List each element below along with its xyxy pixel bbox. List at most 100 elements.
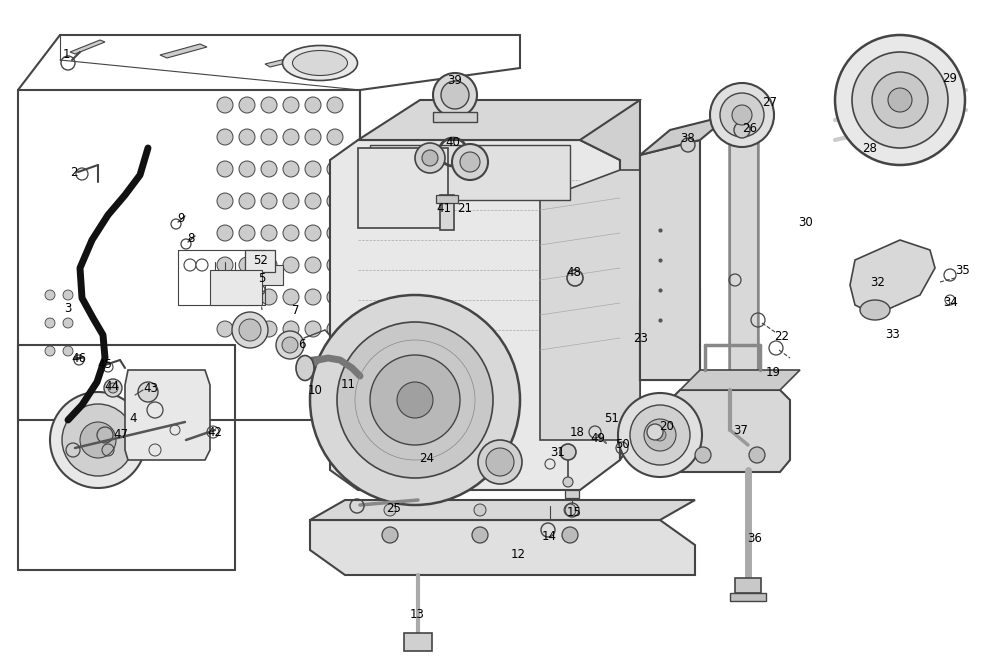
Circle shape [217,193,233,209]
Circle shape [654,429,666,441]
Circle shape [283,193,299,209]
Text: 6: 6 [298,338,306,352]
Circle shape [45,318,55,328]
Circle shape [283,129,299,145]
Bar [436,195,458,203]
Circle shape [261,257,277,273]
Text: 25: 25 [387,502,401,514]
Text: 5: 5 [258,271,266,285]
Polygon shape [310,520,695,575]
Circle shape [283,321,299,337]
Circle shape [422,150,438,166]
Circle shape [283,257,299,273]
Circle shape [283,289,299,305]
Text: 26: 26 [742,122,758,134]
Circle shape [370,355,460,445]
Circle shape [305,97,321,113]
Bar [404,633,432,651]
Circle shape [282,337,298,353]
Circle shape [472,527,488,543]
Text: 40: 40 [446,136,460,150]
Bar [253,265,283,285]
Circle shape [305,225,321,241]
Text: 34: 34 [944,295,958,308]
Text: 3: 3 [64,301,72,314]
Circle shape [305,257,321,273]
Circle shape [681,138,695,152]
Circle shape [261,321,277,337]
Circle shape [138,382,158,402]
Polygon shape [580,100,640,460]
Bar [358,148,448,228]
Circle shape [261,129,277,145]
Polygon shape [125,370,210,460]
Circle shape [441,81,469,109]
Text: 31: 31 [551,446,565,459]
Text: 14: 14 [542,530,556,542]
Text: 44: 44 [104,379,120,393]
Circle shape [310,295,520,505]
Circle shape [217,161,233,177]
Circle shape [327,97,343,113]
Circle shape [835,35,965,165]
Circle shape [720,93,764,137]
Circle shape [80,422,116,458]
Text: 20: 20 [660,420,674,434]
Text: 18: 18 [570,426,584,438]
Circle shape [63,318,73,328]
Polygon shape [310,500,695,520]
Text: 28: 28 [863,142,877,154]
Circle shape [263,253,273,263]
Ellipse shape [283,46,358,81]
Circle shape [433,73,477,117]
Text: 1: 1 [62,48,70,60]
Polygon shape [670,390,790,472]
Bar [433,112,477,122]
Text: 27: 27 [763,95,778,109]
Ellipse shape [860,300,890,320]
Text: 4: 4 [129,412,137,424]
Circle shape [305,321,321,337]
Circle shape [872,72,928,128]
Polygon shape [540,170,640,440]
Text: 15: 15 [567,506,581,520]
Text: 52: 52 [254,254,268,267]
Circle shape [261,193,277,209]
Polygon shape [358,100,640,140]
Text: 8: 8 [187,232,195,244]
Polygon shape [640,140,700,380]
Circle shape [734,122,750,138]
Text: 37: 37 [734,424,748,436]
Circle shape [560,444,576,460]
Polygon shape [730,113,758,402]
Circle shape [710,83,774,147]
Text: 51: 51 [605,412,619,426]
Text: 38: 38 [681,132,695,144]
Text: 39: 39 [448,73,462,87]
Circle shape [337,322,493,478]
Text: 33: 33 [886,328,900,342]
Circle shape [62,404,134,476]
Text: 30: 30 [799,216,813,228]
Polygon shape [427,444,449,466]
Text: 49: 49 [590,432,606,444]
Text: 29: 29 [942,71,958,85]
Circle shape [305,289,321,305]
Circle shape [261,225,277,241]
Ellipse shape [292,50,348,75]
Circle shape [647,424,663,440]
Circle shape [196,259,208,271]
Text: 12: 12 [511,549,526,561]
Circle shape [239,319,261,341]
Circle shape [63,346,73,356]
Circle shape [327,129,343,145]
Text: 24: 24 [420,453,434,465]
Text: 21: 21 [458,201,473,214]
Circle shape [384,504,396,516]
Circle shape [327,225,343,241]
Polygon shape [265,53,315,67]
Circle shape [478,440,522,484]
Circle shape [261,161,277,177]
Circle shape [239,289,255,305]
Circle shape [644,419,676,451]
